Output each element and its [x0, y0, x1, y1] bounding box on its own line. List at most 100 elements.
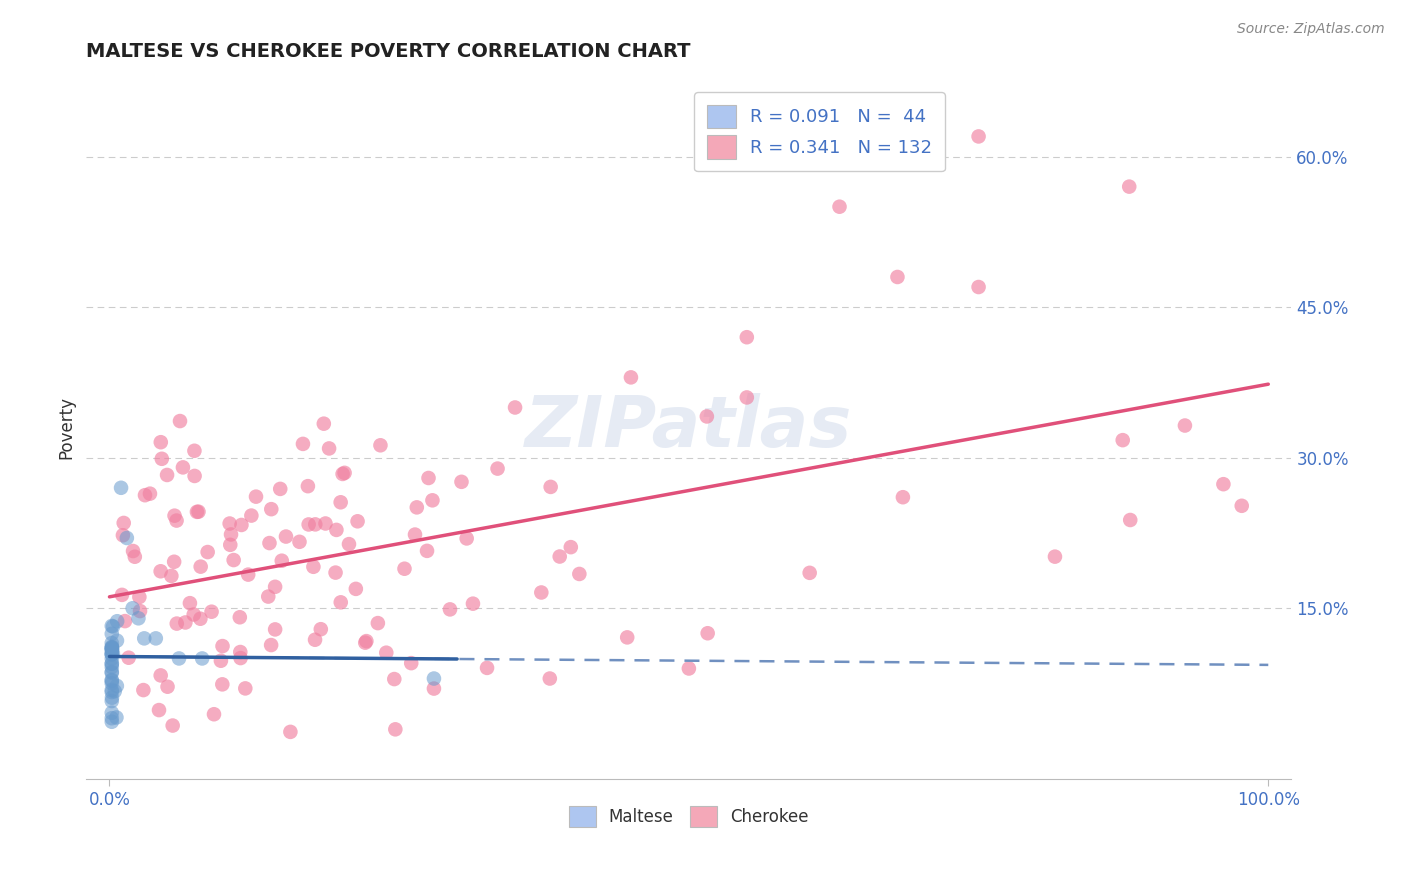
Point [218, 516, 240, 531]
Point [304, 632, 326, 647]
Point [229, 645, 252, 659]
Point [101, 711, 124, 725]
Point [139, 486, 162, 500]
Point [219, 538, 242, 552]
Point [145, 632, 167, 646]
Point [291, 437, 314, 451]
Point [337, 537, 360, 551]
Point [314, 516, 336, 531]
Point [111, 528, 134, 542]
Point [384, 723, 406, 737]
Point [329, 595, 352, 609]
Point [183, 607, 205, 622]
Point [101, 657, 124, 671]
Point [134, 488, 156, 502]
Point [101, 642, 124, 657]
Point [354, 635, 377, 649]
Point [735, 330, 758, 344]
Point [219, 527, 242, 541]
Point [423, 681, 446, 696]
Point [456, 532, 478, 546]
Point [104, 684, 127, 698]
Point [121, 601, 143, 615]
Point [325, 523, 347, 537]
Point [101, 706, 124, 720]
Point [370, 438, 392, 452]
Point [297, 479, 319, 493]
Point [166, 616, 188, 631]
Point [418, 471, 440, 485]
Point [382, 672, 405, 686]
Point [101, 640, 124, 655]
Point [101, 646, 124, 660]
Point [503, 401, 526, 415]
Point [260, 502, 283, 516]
Point [329, 495, 352, 509]
Point [101, 676, 124, 690]
Point [101, 714, 124, 729]
Point [1112, 433, 1135, 447]
Point [967, 129, 990, 144]
Point [183, 443, 205, 458]
Point [187, 505, 209, 519]
Point [179, 596, 201, 610]
Point [101, 647, 124, 661]
Point [696, 409, 718, 424]
Point [560, 540, 582, 554]
Point [129, 604, 152, 618]
Point [122, 544, 145, 558]
Point [450, 475, 472, 489]
Point [174, 615, 197, 630]
Point [264, 623, 287, 637]
Point [149, 564, 172, 578]
Point [309, 622, 332, 636]
Point [304, 517, 326, 532]
Point [696, 626, 718, 640]
Point [439, 602, 461, 616]
Point [325, 566, 347, 580]
Point [399, 656, 422, 670]
Y-axis label: Poverty: Poverty [58, 396, 75, 459]
Point [344, 582, 367, 596]
Legend: Maltese, Cherokee: Maltese, Cherokee [562, 799, 815, 834]
Point [190, 612, 212, 626]
Point [346, 514, 368, 528]
Point [163, 508, 186, 523]
Point [150, 451, 173, 466]
Point [172, 460, 194, 475]
Point [149, 435, 172, 450]
Point [101, 683, 124, 698]
Point [394, 562, 416, 576]
Point [115, 531, 138, 545]
Point [101, 619, 124, 633]
Point [101, 651, 124, 665]
Point [148, 703, 170, 717]
Point [233, 681, 256, 696]
Point [101, 640, 124, 655]
Point [128, 590, 150, 604]
Point [105, 710, 128, 724]
Point [112, 516, 135, 530]
Point [229, 610, 252, 624]
Point [183, 469, 205, 483]
Point [127, 611, 149, 625]
Point [416, 544, 439, 558]
Point [101, 673, 124, 688]
Point [101, 673, 124, 687]
Point [160, 569, 183, 583]
Point [134, 632, 156, 646]
Point [375, 646, 398, 660]
Point [245, 490, 267, 504]
Point [167, 651, 190, 665]
Point [530, 585, 553, 599]
Point [540, 480, 562, 494]
Point [1212, 477, 1234, 491]
Point [101, 657, 124, 671]
Point [101, 640, 124, 654]
Point [298, 517, 321, 532]
Point [169, 414, 191, 428]
Point [163, 555, 186, 569]
Point [799, 566, 821, 580]
Point [405, 500, 427, 515]
Point [548, 549, 571, 564]
